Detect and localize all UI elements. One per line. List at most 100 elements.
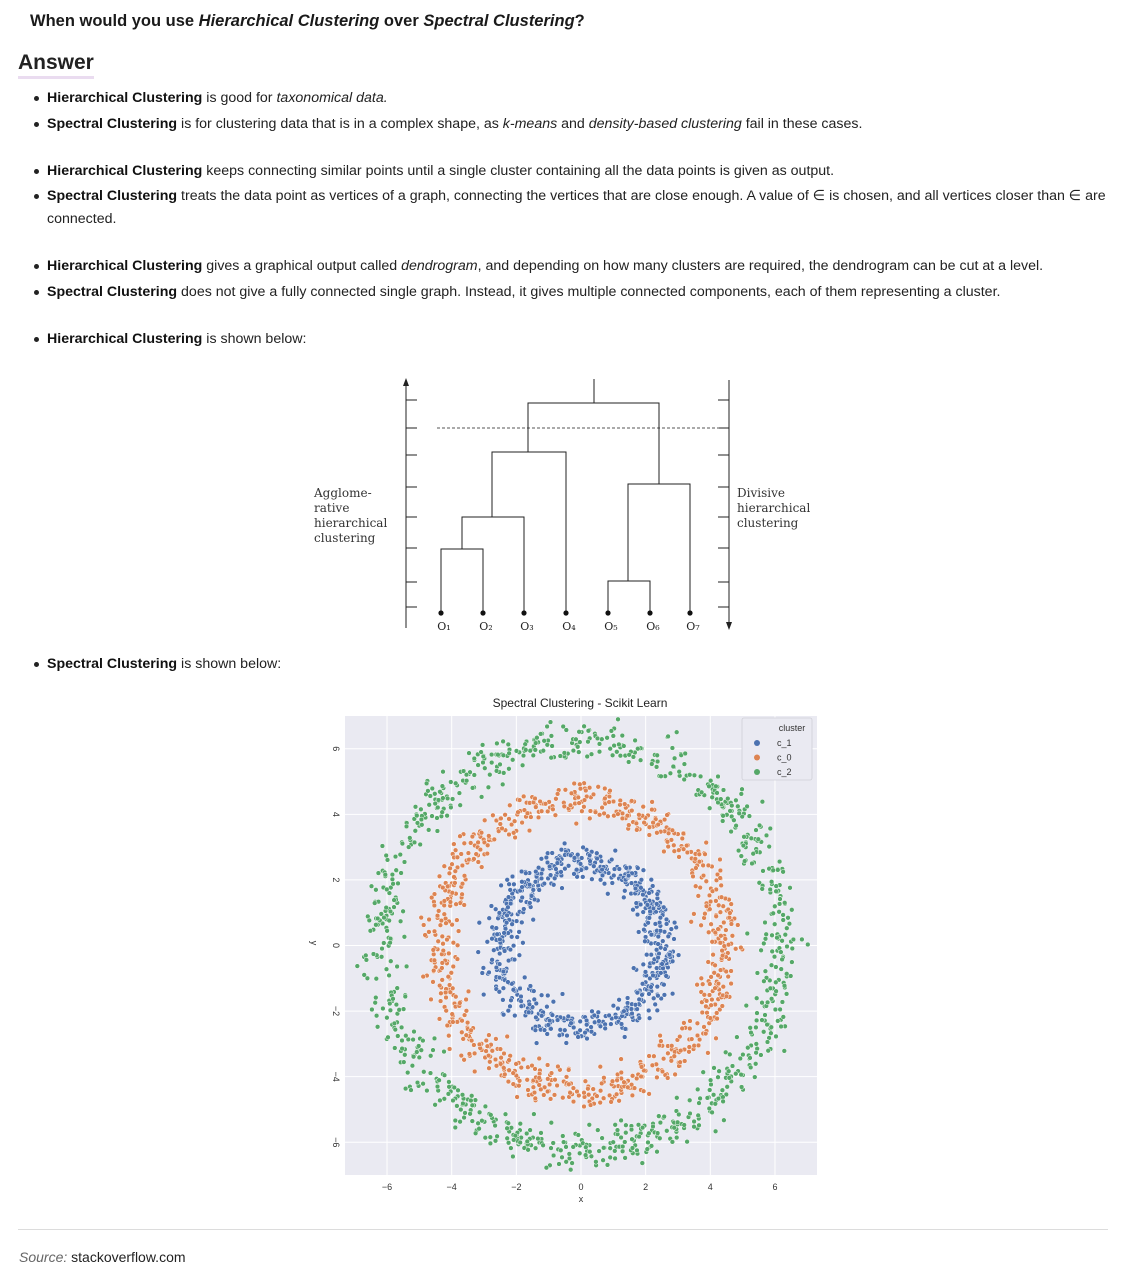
scatter-point-c_2 <box>538 731 544 737</box>
scatter-point-c_0 <box>717 940 724 946</box>
scatter-point-c_0 <box>621 1079 627 1085</box>
scatter-point-c_0 <box>545 1076 551 1082</box>
scatter-point-c_0 <box>706 892 713 899</box>
scatter-point-c_0 <box>469 833 476 840</box>
scatter-point-c_0 <box>542 801 549 807</box>
scatter-point-c_0 <box>629 807 635 814</box>
scatter-point-c_2 <box>687 1110 693 1117</box>
scatter-point-c_2 <box>478 794 485 800</box>
scatter-point-c_0 <box>501 1065 507 1071</box>
scatter-point-c_2 <box>753 1050 759 1056</box>
scatter-point-c_2 <box>759 799 766 805</box>
scatter-point-c_2 <box>787 885 793 891</box>
scatter-point-c_2 <box>748 1029 754 1036</box>
scatter-point-c_1 <box>634 911 641 918</box>
scatter-point-c_2 <box>403 823 410 830</box>
scatter-point-c_1 <box>641 927 647 933</box>
scatter-point-c_1 <box>588 1024 594 1030</box>
scatter-point-c_2 <box>763 832 770 839</box>
scatter-point-c_0 <box>506 816 512 822</box>
scatter-point-c_2 <box>533 740 539 746</box>
source-link[interactable]: stackoverflow.com <box>71 1249 186 1265</box>
scatter-point-c_2 <box>472 1130 479 1136</box>
scatter-point-c_2 <box>718 796 724 802</box>
scatter-point-c_0 <box>532 795 538 802</box>
scatter-point-c_1 <box>577 861 584 867</box>
scatter-point-c_0 <box>702 851 708 857</box>
scatter-point-c_1 <box>526 1001 533 1007</box>
scatter-point-c_0 <box>665 843 671 850</box>
scatter-point-c_2 <box>735 803 741 809</box>
scatter-point-c_1 <box>548 1026 554 1032</box>
scatter-point-c_0 <box>436 908 442 914</box>
scatter-point-c_0 <box>738 944 744 951</box>
scatter-point-c_2 <box>669 745 676 751</box>
scatter-point-c_2 <box>753 1041 759 1047</box>
scatter-point-c_0 <box>701 1024 707 1030</box>
scatter-point-c_2 <box>762 1012 768 1018</box>
scatter-point-c_2 <box>654 752 660 758</box>
scatter-point-c_2 <box>618 1134 624 1141</box>
scatter-point-c_0 <box>501 1050 507 1057</box>
scatter-point-c_0 <box>607 788 613 794</box>
scatter-point-c_1 <box>504 912 510 919</box>
scatter-point-c_2 <box>596 741 603 747</box>
scatter-point-c_2 <box>745 1045 751 1051</box>
scatter-point-c_2 <box>648 1143 655 1149</box>
scatter-point-c_2 <box>607 1154 613 1161</box>
scatter-point-c_2 <box>676 769 682 775</box>
scatter-point-c_0 <box>718 882 724 889</box>
scatter-point-c_1 <box>652 1001 658 1008</box>
scatter-point-c_2 <box>736 810 742 816</box>
scatter-point-c_1 <box>615 1005 621 1012</box>
scatter-point-c_1 <box>580 874 586 880</box>
scatter-point-c_0 <box>706 992 713 998</box>
scatter-point-c_2 <box>646 1130 652 1136</box>
scatter-point-c_0 <box>521 807 528 813</box>
scatter-point-c_1 <box>577 1027 583 1033</box>
scatter-point-c_0 <box>693 883 699 889</box>
scatter-point-c_0 <box>555 1063 561 1070</box>
scatter-point-c_2 <box>420 1081 426 1087</box>
scatter-point-c_2 <box>635 746 641 752</box>
scatter-point-c_2 <box>416 1043 422 1049</box>
scatter-point-c_2 <box>784 943 790 950</box>
scatter-point-c_0 <box>459 891 465 897</box>
scatter-point-c_2 <box>744 803 750 810</box>
scatter-point-c_0 <box>713 898 719 904</box>
scatter-point-c_0 <box>443 1008 449 1014</box>
agglomerative-label-line: rative <box>314 501 349 515</box>
scatter-point-c_2 <box>482 1103 489 1110</box>
scatter-point-c_1 <box>507 1003 513 1009</box>
legend-marker-c_2 <box>754 769 760 775</box>
scatter-point-c_0 <box>476 1041 483 1048</box>
scatter-point-c_0 <box>511 818 518 824</box>
scatter-point-c_2 <box>425 788 431 794</box>
scatter-point-c_0 <box>455 928 462 934</box>
scatter-point-c_0 <box>511 830 517 836</box>
scatter-point-c_2 <box>556 1161 562 1167</box>
scatter-point-c_1 <box>575 1034 581 1040</box>
scatter-point-c_2 <box>615 716 621 722</box>
scatter-point-c_1 <box>606 1012 612 1019</box>
scatter-point-c_1 <box>545 992 551 999</box>
scatter-point-c_2 <box>664 1128 670 1134</box>
scatter-point-c_0 <box>449 890 455 896</box>
scatter-point-c_2 <box>411 1028 417 1035</box>
scatter-point-c_2 <box>619 732 625 739</box>
scatter-point-c_0 <box>633 820 640 827</box>
scatter-point-c_2 <box>471 772 477 778</box>
scatter-point-c_2 <box>543 1165 550 1171</box>
scatter-point-c_0 <box>486 833 492 839</box>
scatter-point-c_1 <box>642 969 649 975</box>
scatter-point-c_0 <box>538 808 545 814</box>
scatter-point-c_2 <box>387 1007 394 1013</box>
scatter-point-c_0 <box>714 871 721 878</box>
scatter-point-c_0 <box>656 1042 663 1049</box>
scatter-point-c_2 <box>697 1095 703 1102</box>
scatter-point-c_1 <box>533 1014 539 1021</box>
scatter-point-c_2 <box>636 1133 642 1140</box>
scatter-point-c_0 <box>657 1032 663 1039</box>
scatter-point-c_0 <box>712 962 718 968</box>
scatter-point-c_2 <box>789 945 795 952</box>
